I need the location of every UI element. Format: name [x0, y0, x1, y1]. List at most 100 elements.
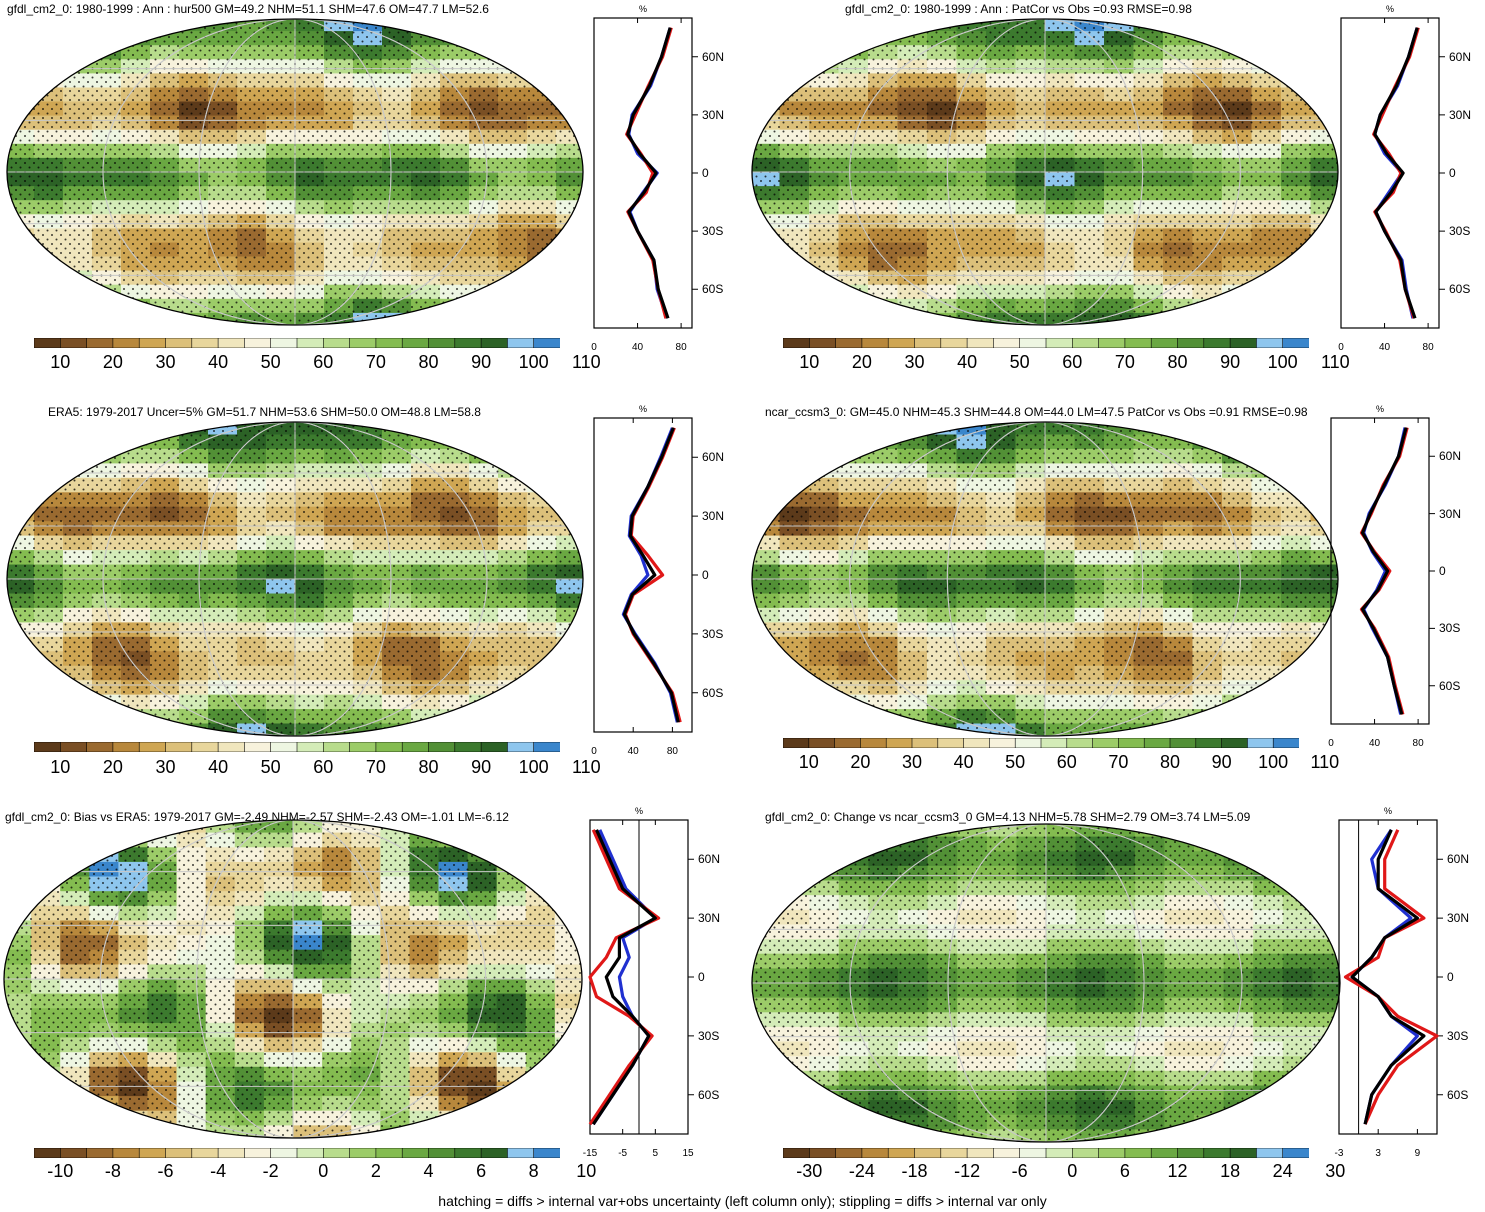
map-cell — [34, 31, 64, 46]
colorbar-labels: 10 20 30 40 50 60 70 80 90 100 110 — [783, 352, 1349, 374]
colorbar-swatch — [1169, 738, 1197, 748]
map-cell — [496, 1110, 527, 1126]
zonal-line-black — [622, 427, 680, 723]
colorbar — [34, 338, 560, 348]
colorbar-swatch — [349, 338, 377, 348]
map-cell — [838, 836, 869, 852]
map-cell — [4, 1081, 32, 1097]
map-cell — [34, 709, 64, 725]
colorbar-swatch — [1040, 738, 1068, 748]
map-cell — [752, 1085, 781, 1101]
map-cell — [118, 820, 149, 834]
map-cell — [752, 492, 781, 508]
lat-tick-label: 60N — [698, 852, 721, 867]
longitude-gridline — [946, 422, 1144, 736]
map-cell — [4, 1110, 32, 1126]
colorbar-tick-label: 4 — [423, 1161, 434, 1181]
colorbar-swatch — [1019, 1148, 1047, 1158]
map-cell — [467, 1110, 498, 1126]
colorbar-tick-label: 10 — [50, 352, 71, 372]
map-cell — [409, 820, 440, 834]
colorbar-swatch — [507, 1148, 535, 1158]
map-cell — [92, 723, 122, 736]
colorbar-swatch — [1229, 338, 1258, 348]
colorbar-swatch — [138, 338, 167, 348]
colorbar-swatch — [507, 338, 535, 348]
x-tick-label: 40 — [627, 746, 639, 757]
map-cell — [752, 422, 781, 436]
map-cell — [1282, 865, 1313, 882]
map-cell — [92, 422, 122, 436]
zonal-profile: 60N 30N 0 30S 60S 0 40 80% — [1337, 4, 1485, 353]
lat-tick-label: 30N — [702, 509, 725, 524]
zonal-line-blue — [1373, 27, 1419, 319]
zonal-unit-label: % — [638, 404, 648, 414]
map-cell — [7, 19, 35, 32]
map-cell — [1251, 284, 1282, 300]
longitude-gridline — [946, 19, 1144, 325]
colorbar-swatch — [1247, 738, 1274, 748]
map-plot — [751, 823, 1341, 1143]
map-cell — [498, 298, 528, 314]
globe-outline — [6, 421, 584, 737]
map-cell — [752, 448, 781, 464]
map-cell — [1222, 709, 1253, 725]
map-cell — [63, 312, 93, 325]
map-cell — [7, 463, 35, 479]
map-cell — [838, 1114, 869, 1130]
map-cell — [556, 422, 583, 436]
x-tick-label: 40 — [1378, 342, 1391, 353]
map-cell — [752, 680, 781, 696]
colorbar-tick-label: 110 — [1310, 752, 1340, 772]
longitude-gridline — [198, 19, 392, 325]
map-cell — [779, 434, 810, 450]
map-cell — [1163, 723, 1194, 736]
colorbar-swatch — [217, 338, 246, 348]
colorbar-swatch — [1045, 338, 1074, 348]
colorbar-tick-label: 80 — [1167, 352, 1188, 372]
colorbar-swatch — [428, 742, 456, 752]
lat-tick-label: 30N — [702, 107, 725, 122]
map-cell — [556, 284, 583, 300]
map-cell — [1192, 312, 1223, 325]
map-cell — [897, 422, 928, 436]
map-cell — [31, 847, 61, 863]
map-cell — [1251, 694, 1282, 710]
map-cell — [554, 1066, 582, 1082]
map-plot — [751, 421, 1339, 737]
colorbar-tick-label: -6 — [157, 1161, 174, 1181]
colorbar-swatch — [454, 338, 482, 348]
map-cell — [556, 448, 583, 464]
map-cell — [868, 312, 899, 325]
colorbar-tick-label: 70 — [1114, 352, 1135, 372]
map-cell — [525, 1081, 556, 1097]
map-cell — [498, 448, 528, 464]
map-cell — [7, 312, 35, 325]
map-cell — [554, 861, 582, 878]
map-cell — [779, 284, 810, 300]
map-cell — [1282, 851, 1313, 867]
x-tick-label: 80 — [675, 342, 687, 353]
lat-tick-label: 60S — [1447, 1087, 1469, 1102]
map-cell — [525, 861, 556, 878]
map-cell — [498, 723, 528, 736]
colorbar-tick-label: 10 — [799, 352, 820, 372]
map-cell — [63, 448, 93, 464]
map-cell — [34, 59, 64, 74]
map-cell — [34, 19, 64, 32]
lat-tick-label: 30N — [698, 911, 721, 926]
map-cell — [809, 422, 840, 436]
map-cell — [527, 298, 557, 314]
colorbar-tick-label: -18 — [901, 1161, 928, 1181]
colorbar-swatch — [533, 338, 560, 348]
map-cell — [752, 477, 781, 493]
map-cell — [752, 1114, 781, 1130]
colorbar-swatch — [454, 742, 482, 752]
colorbar-swatch — [887, 1148, 916, 1158]
panel-title: ERA5: 1979-2017 Uncer=5% GM=51.7 NHM=53.… — [48, 405, 481, 419]
zonal-line-black — [1350, 829, 1426, 1125]
map-plot — [6, 421, 584, 737]
map-cell — [60, 1125, 90, 1138]
map-cell — [527, 45, 557, 60]
map-cell — [527, 709, 557, 725]
